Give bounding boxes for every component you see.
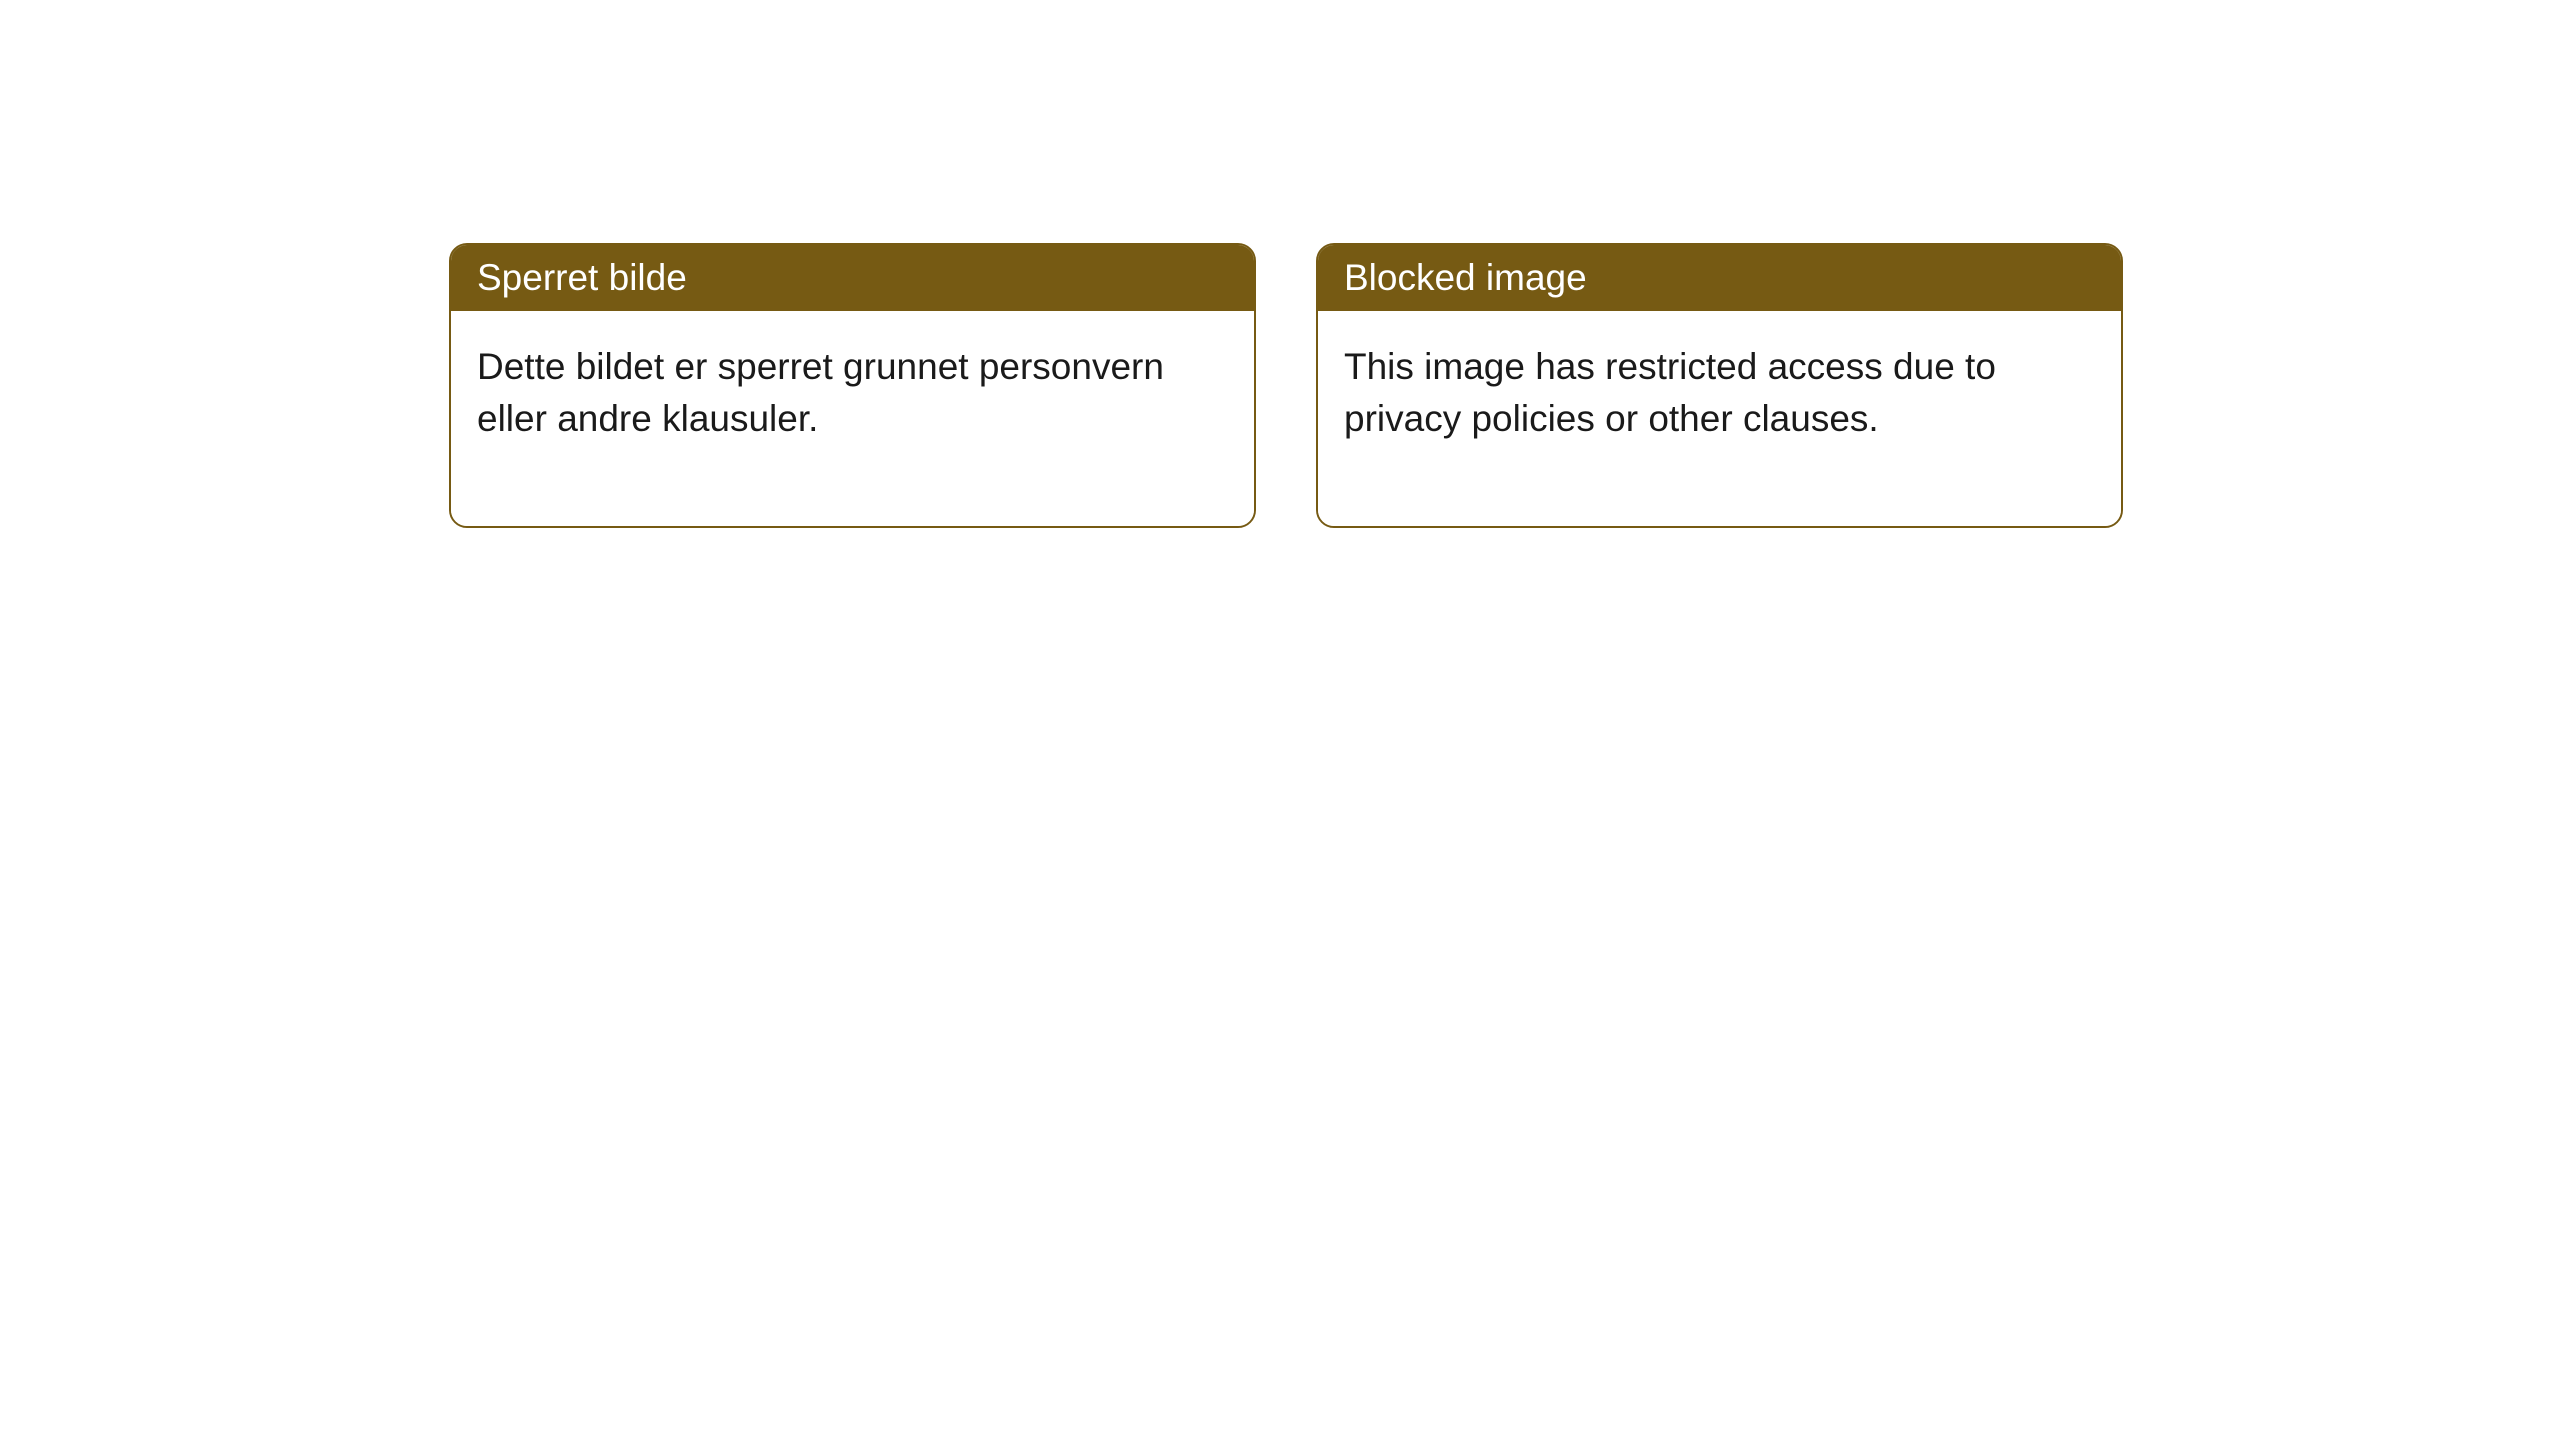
card-title-text: Blocked image [1344,257,1587,298]
card-title-text: Sperret bilde [477,257,687,298]
card-body: This image has restricted access due to … [1318,311,2121,526]
card-body-text: Dette bildet er sperret grunnet personve… [477,346,1164,439]
notice-cards-container: Sperret bilde Dette bildet er sperret gr… [0,0,2560,528]
card-body-text: This image has restricted access due to … [1344,346,1996,439]
card-header: Sperret bilde [451,245,1254,311]
card-header: Blocked image [1318,245,2121,311]
notice-card-norwegian: Sperret bilde Dette bildet er sperret gr… [449,243,1256,528]
card-body: Dette bildet er sperret grunnet personve… [451,311,1254,526]
notice-card-english: Blocked image This image has restricted … [1316,243,2123,528]
